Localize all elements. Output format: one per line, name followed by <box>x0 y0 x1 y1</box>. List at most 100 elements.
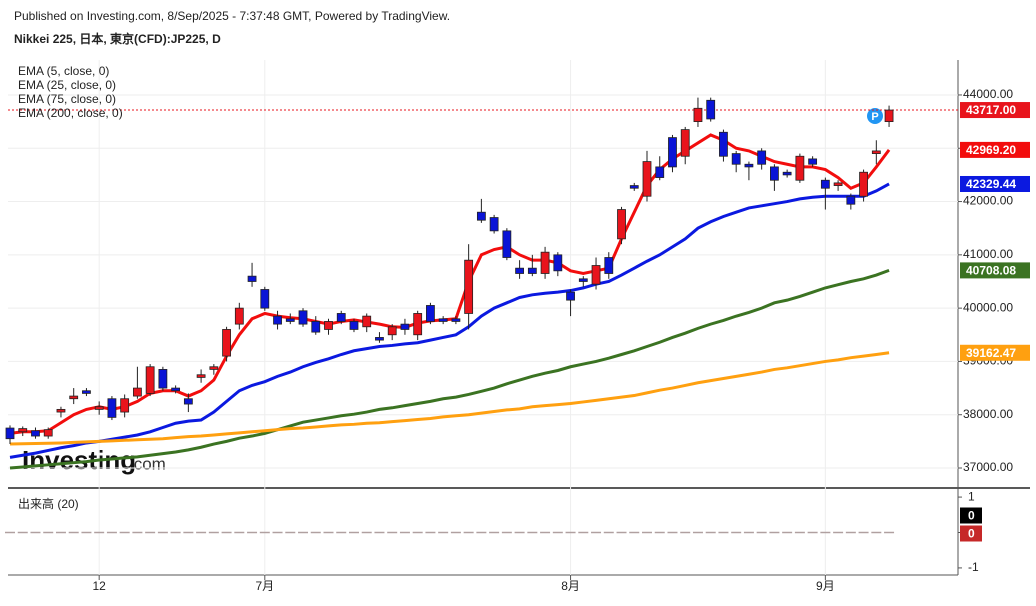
ema-line <box>9 133 891 435</box>
candle-body <box>770 166 779 181</box>
legend-entry: EMA (200, close, 0) <box>18 106 123 120</box>
price-badge-label: 43717.00 <box>966 103 1016 117</box>
candle-body <box>629 185 639 189</box>
y-tick-label: 42000.00 <box>963 194 1013 208</box>
candle-body <box>324 321 333 330</box>
candle-body <box>222 329 231 357</box>
candle-body <box>387 326 397 336</box>
candle-body <box>426 305 435 322</box>
candle-body <box>566 291 575 301</box>
candle-body <box>604 257 614 274</box>
candle-body <box>680 129 690 157</box>
candle-body <box>171 387 181 392</box>
y-tick-label: -1 <box>968 560 979 574</box>
candle-body <box>451 318 461 322</box>
candle-body <box>655 166 665 178</box>
candle-body <box>120 398 130 413</box>
x-tick-label: 12 <box>93 579 107 593</box>
candle-body <box>56 408 66 413</box>
candle-body <box>438 318 448 322</box>
candle-body <box>298 310 308 325</box>
candle-body <box>94 406 104 410</box>
candle-body <box>476 211 486 221</box>
candle-body <box>731 153 741 165</box>
candle-body <box>183 398 193 405</box>
p-icon <box>867 108 883 124</box>
y-tick-label: 38000.00 <box>963 407 1013 421</box>
candle-body <box>515 267 524 274</box>
candle-body <box>489 217 499 232</box>
candle-body <box>591 265 601 285</box>
price-badge-label: 39162.47 <box>966 346 1016 360</box>
candle-body <box>349 321 359 330</box>
legend-entry: EMA (25, close, 0) <box>18 78 116 92</box>
candle-body <box>795 155 805 181</box>
ema-line <box>9 268 890 470</box>
price-badge <box>960 141 1030 158</box>
published-note: Published on Investing.com, 8/Sep/2025 -… <box>14 9 450 23</box>
x-tick-label: 9月 <box>816 579 835 593</box>
candle-body <box>833 182 843 186</box>
candle-body <box>209 366 219 370</box>
candle-body <box>375 337 384 341</box>
price-badge <box>960 102 1030 119</box>
candle-body <box>502 230 512 258</box>
candle-body <box>145 366 155 394</box>
price-badge <box>960 175 1030 192</box>
candle-body <box>311 321 321 333</box>
candle-body <box>668 137 677 168</box>
candle-body <box>132 387 142 397</box>
candle-body <box>247 275 257 282</box>
candle-body <box>757 150 767 165</box>
x-tick-label: 8月 <box>561 579 580 593</box>
candle-body <box>553 254 563 272</box>
volume-badge <box>960 507 982 524</box>
candle-body <box>273 315 282 325</box>
candle-body <box>400 323 410 330</box>
candle-body <box>884 109 894 123</box>
volume-badge-label: 0 <box>968 509 975 523</box>
candle-body <box>234 307 244 325</box>
candle-body <box>413 313 423 336</box>
price-badge <box>960 344 1030 361</box>
legend-entry: EMA (5, close, 0) <box>18 64 109 78</box>
candle-body <box>464 259 474 314</box>
watermark-brand: Investing <box>22 445 136 475</box>
candle-body <box>706 99 716 120</box>
price-badge-label: 40708.08 <box>966 264 1016 278</box>
price-badge-label: 42969.20 <box>966 143 1016 157</box>
candle-body <box>5 427 15 440</box>
candle-body <box>871 150 881 154</box>
candle-body <box>362 315 372 328</box>
x-tick-label: 7月 <box>255 579 274 593</box>
candle-body <box>782 171 792 176</box>
volume-title: 出来高 (20) <box>18 496 79 511</box>
candle-body <box>31 430 40 437</box>
candle-body <box>617 209 626 240</box>
candle-body <box>693 107 703 123</box>
candle-body <box>846 195 856 205</box>
y-tick-label: 37000.00 <box>963 460 1013 474</box>
price-badge-label: 42329.44 <box>966 177 1016 191</box>
y-tick-label: 1 <box>968 489 975 503</box>
candle-body <box>578 278 588 282</box>
volume-badge-label: 0 <box>968 527 975 541</box>
ema-line <box>9 182 890 459</box>
y-tick-label: 44000.00 <box>963 87 1013 101</box>
volume-badge <box>960 525 982 542</box>
candle-body <box>527 267 537 274</box>
watermark-suffix: .com <box>129 454 166 473</box>
candle-body <box>69 395 79 400</box>
y-tick-label: 41000.00 <box>963 247 1013 261</box>
price-badge <box>960 262 1030 279</box>
candle-body <box>540 251 550 274</box>
candle-body <box>196 374 206 378</box>
candle-body <box>43 429 53 437</box>
candle-body <box>18 428 28 433</box>
candle-body <box>336 313 346 322</box>
ema-line <box>9 351 890 446</box>
candle-body <box>82 390 91 394</box>
symbol-title: Nikkei 225, 日本, 東京(CFD):JP225, D <box>14 31 221 46</box>
